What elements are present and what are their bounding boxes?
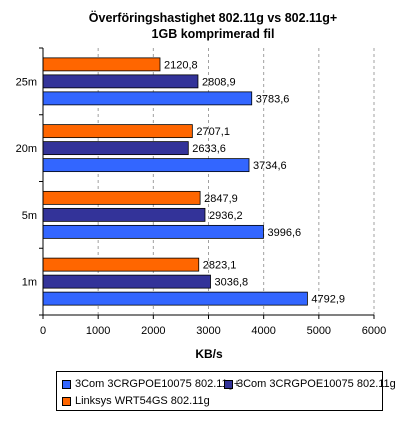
chart-title: Överföringshastighet 802.11g vs 802.11g+ [89, 10, 337, 25]
bar [42, 207, 206, 222]
legend: 3Com 3CRGPOE10075 802.11g+ 3Com 3CRGPOE10… [56, 371, 396, 411]
data-label: 2633,6 [192, 143, 226, 155]
x-tick-label: 2000 [141, 325, 165, 337]
bar [42, 124, 193, 139]
bar [42, 291, 308, 306]
data-label: 2823,1 [203, 260, 237, 272]
legend-item: 3Com 3CRGPOE10075 802.11g [224, 378, 396, 390]
legend-swatch [62, 396, 71, 406]
data-label: 3036,8 [215, 277, 249, 289]
chart-subtitle: 1GB komprimerad fil [152, 27, 275, 41]
category-label: 20m [16, 143, 37, 155]
category-label: 5m [22, 210, 37, 222]
category-label: 1m [22, 277, 37, 289]
legend-label: 3Com 3CRGPOE10075 802.11g+ [75, 378, 241, 390]
data-label: 2936,2 [209, 210, 243, 222]
legend-swatch [62, 379, 71, 389]
legend-swatch [224, 379, 233, 389]
x-axis-label: KB/s [195, 347, 223, 361]
bar [42, 158, 250, 173]
data-label: 3996,6 [267, 227, 301, 239]
x-tick-label: 0 [40, 325, 46, 337]
data-label: 3734,6 [253, 160, 287, 172]
data-label: 2120,8 [164, 59, 198, 71]
legend-item: 3Com 3CRGPOE10075 802.11g+ [62, 378, 240, 390]
bar [42, 57, 161, 72]
data-label: 4792,9 [311, 294, 345, 306]
bar [42, 257, 200, 272]
bar [42, 190, 201, 205]
data-label: 2707,1 [196, 126, 230, 138]
bar [42, 224, 264, 239]
data-label: 2847,9 [204, 193, 238, 205]
category-label: 25m [16, 76, 37, 88]
data-label: 3783,6 [256, 93, 290, 105]
bar [42, 274, 211, 289]
plot-area: 2120,8 2808,9 3783,6 25m 2707,1 2633,6 3734,6 2… [16, 47, 386, 337]
bar [42, 141, 189, 156]
data-label: 2808,9 [202, 76, 236, 88]
legend-label: 3Com 3CRGPOE10075 802.11g [237, 378, 396, 390]
x-tick-label: 1000 [86, 325, 110, 337]
x-tick-label: 6000 [362, 325, 386, 337]
bar [42, 91, 253, 106]
legend-item: Linksys WRT54GS 802.11g [62, 395, 210, 407]
legend-label: Linksys WRT54GS 802.11g [75, 395, 210, 407]
bar [42, 74, 199, 89]
x-tick-label: 5000 [307, 325, 331, 337]
x-tick-label: 3000 [196, 325, 220, 337]
x-tick-label: 4000 [251, 325, 275, 337]
